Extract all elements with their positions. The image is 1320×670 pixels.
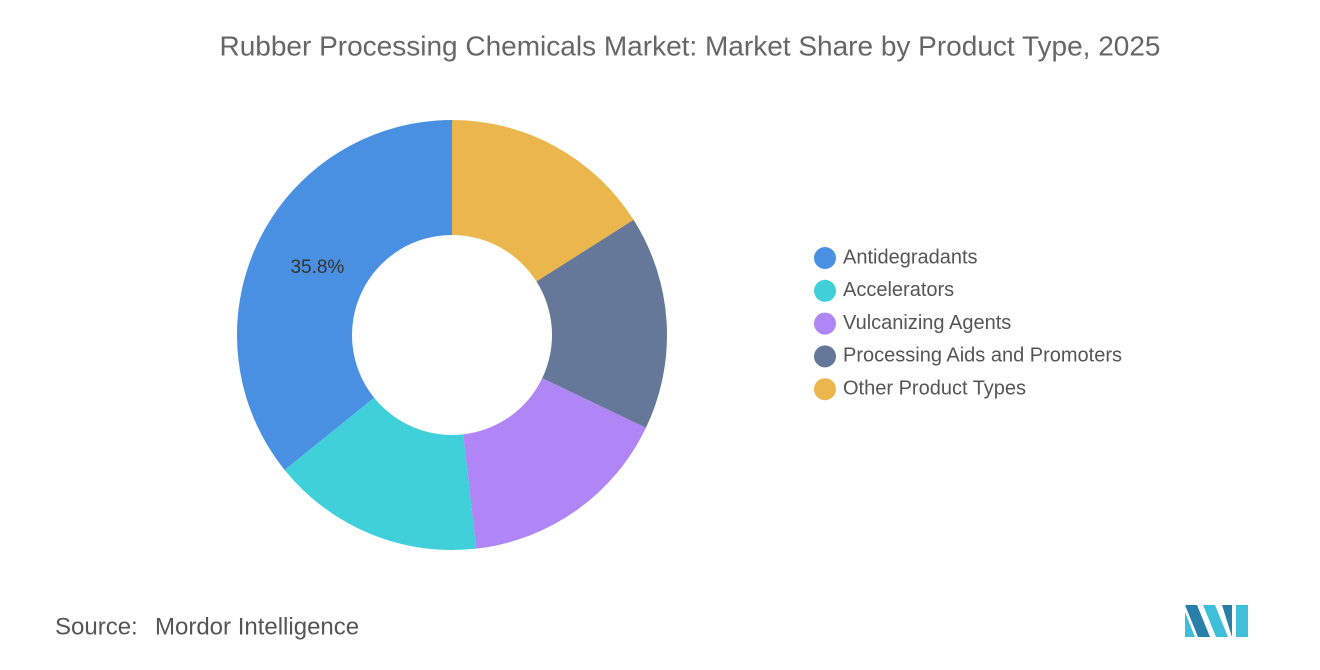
- legend: Antidegradants Accelerators Vulcanizing Ag…: [814, 246, 1122, 401]
- donut: 35.8%: [237, 120, 667, 550]
- source-label: Source:: [55, 613, 138, 640]
- chart-title: Rubber Processing Chemicals Market: Mark…: [219, 30, 1160, 61]
- legend-marker: [814, 378, 836, 401]
- legend-label: Other Product Types: [843, 377, 1026, 399]
- logo: [1185, 605, 1248, 637]
- slice: [237, 120, 452, 470]
- legend-marker: [814, 247, 836, 269]
- legend-marker: [814, 345, 836, 368]
- legend-marker: [814, 279, 836, 302]
- legend-marker: [814, 312, 836, 335]
- slice: [536, 219, 667, 428]
- data-label: 35.8%: [290, 257, 344, 278]
- slice: [463, 378, 646, 549]
- legend-label: Vulcanizing Agents: [843, 312, 1011, 334]
- legend-label: Accelerators: [843, 279, 954, 301]
- slice: [452, 120, 634, 282]
- legend-label: Processing Aids and Promoters: [843, 345, 1122, 367]
- legend-label: Antidegradants: [843, 246, 978, 268]
- slice: [284, 397, 477, 550]
- source: Mordor Intelligence: [155, 613, 359, 640]
